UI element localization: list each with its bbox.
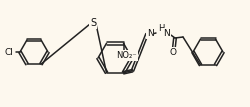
- Text: Cl: Cl: [4, 48, 13, 56]
- Text: S: S: [90, 18, 96, 28]
- Text: H: H: [158, 24, 164, 33]
- Text: O: O: [170, 48, 176, 56]
- Text: N: N: [146, 30, 154, 39]
- Text: NO₂⁻: NO₂⁻: [116, 51, 137, 60]
- Text: N: N: [163, 28, 170, 37]
